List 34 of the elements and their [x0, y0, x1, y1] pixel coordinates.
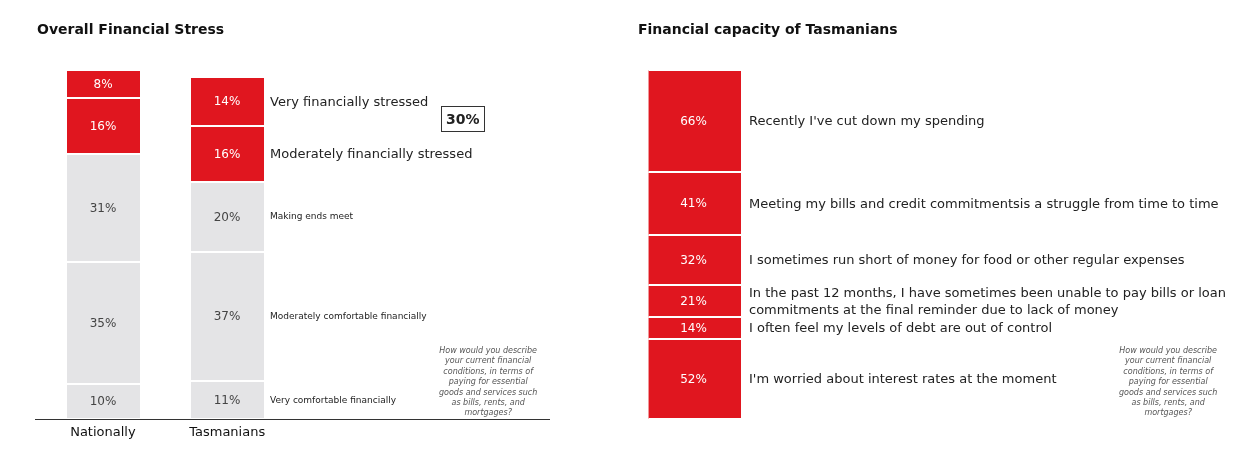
chart-title: Financial capacity of Tasmanians	[638, 21, 898, 37]
data-label: 14%	[213, 94, 241, 109]
x-tick-label: Nationally	[70, 423, 136, 439]
data-label: 14%	[680, 320, 707, 335]
data-label: 35%	[89, 315, 117, 330]
data-label: 10%	[89, 394, 117, 409]
series-label: In the past 12 months, I have sometimes been unable to pay bills or loan commitments at the final reminder due to lack of money	[749, 285, 1226, 317]
series-label: Very comfortable financially	[270, 395, 397, 405]
data-label: 8%	[93, 76, 113, 91]
series-label: Moderately financially stressed	[270, 146, 473, 161]
series-label: Making ends meet	[270, 211, 354, 221]
data-label: 11%	[213, 392, 241, 407]
series-label: Very financially stressed	[270, 94, 429, 109]
data-label: 66%	[680, 113, 707, 128]
data-label: 16%	[89, 118, 117, 133]
data-label: 32%	[680, 252, 707, 267]
data-label: 41%	[680, 196, 707, 211]
data-label: 52%	[680, 371, 707, 386]
data-label: 37%	[213, 309, 241, 324]
series-label: Meeting my bills and credit commitmentsis a struggle from time to time	[749, 196, 1219, 211]
text: How would you describe your current financial conditions, in terms of paying for essential goods and services such as bills, rents, and mortgages?	[439, 346, 538, 418]
x-tick-label: Tasmanians	[188, 423, 266, 439]
series-label: I often feel my levels of debt are out of control	[749, 320, 1053, 335]
data-label: 20%	[213, 209, 241, 224]
series-label: I sometimes run short of money for food or other regular expenses	[749, 252, 1185, 267]
data-label: 21%	[680, 293, 707, 308]
data-label: 16%	[213, 146, 241, 161]
data-label: 31%	[89, 200, 117, 215]
chart-title: Overall Financial Stress	[37, 21, 225, 37]
text: 30%	[446, 111, 480, 127]
series-label: Moderately comfortable financially	[270, 311, 428, 321]
text: How would you describe your current financial conditions, in terms of paying for essential goods and services such as bills, rents, and mortgages?	[1119, 346, 1218, 418]
series-label: Recently I've cut down my spending	[749, 113, 985, 128]
series-label: I'm worried about interest rates at the moment	[749, 371, 1057, 386]
